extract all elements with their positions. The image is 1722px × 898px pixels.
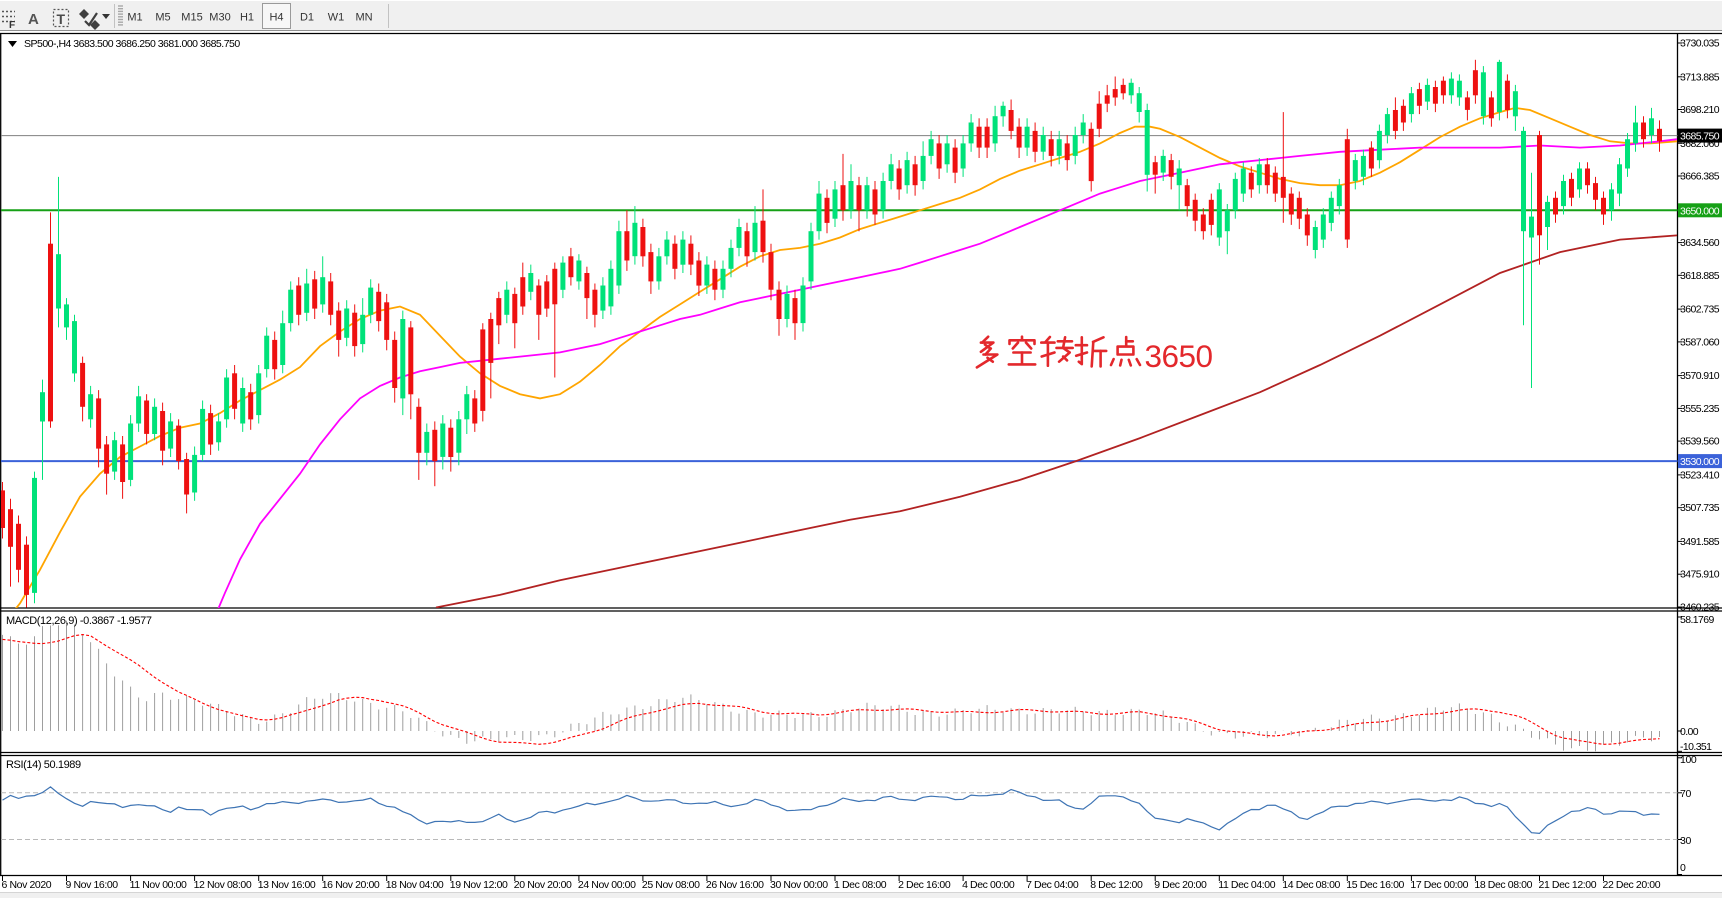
svg-text:7 Dec 04:00: 7 Dec 04:00	[1026, 879, 1079, 891]
svg-text:T: T	[57, 11, 66, 27]
svg-text:0: 0	[1680, 862, 1686, 874]
svg-text:MACD(12,26,9) -0.3867 -1.9577: MACD(12,26,9) -0.3867 -1.9577	[6, 615, 152, 627]
svg-text:RSI(14) 50.1989: RSI(14) 50.1989	[6, 759, 81, 771]
svg-text:9 Dec 20:00: 9 Dec 20:00	[1154, 879, 1207, 891]
svg-text:20 Nov 20:00: 20 Nov 20:00	[514, 879, 572, 891]
svg-text:M5: M5	[155, 12, 170, 24]
svg-text:M30: M30	[209, 12, 230, 24]
svg-text:1 Dec 08:00: 1 Dec 08:00	[834, 879, 887, 891]
svg-text:3491.585: 3491.585	[1680, 536, 1720, 548]
svg-text:A: A	[28, 11, 39, 28]
svg-text:F: F	[9, 20, 15, 31]
svg-text:3650: 3650	[1145, 338, 1213, 374]
svg-text:3634.560: 3634.560	[1680, 237, 1720, 249]
svg-text:18 Dec 08:00: 18 Dec 08:00	[1474, 879, 1532, 891]
svg-text:-10.351: -10.351	[1680, 741, 1712, 753]
svg-text:25 Nov 08:00: 25 Nov 08:00	[642, 879, 700, 891]
svg-text:13 Nov 16:00: 13 Nov 16:00	[258, 879, 316, 891]
svg-text:M15: M15	[181, 12, 202, 24]
svg-text:0.00: 0.00	[1680, 726, 1699, 738]
svg-text:11 Dec 04:00: 11 Dec 04:00	[1218, 879, 1275, 891]
svg-text:15 Dec 16:00: 15 Dec 16:00	[1346, 879, 1404, 891]
svg-text:3523.410: 3523.410	[1680, 469, 1720, 481]
svg-text:3685.750: 3685.750	[1680, 131, 1720, 143]
svg-text:3460.235: 3460.235	[1680, 602, 1720, 614]
svg-text:16 Nov 20:00: 16 Nov 20:00	[322, 879, 380, 891]
svg-text:26 Nov 16:00: 26 Nov 16:00	[706, 879, 764, 891]
svg-text:3618.885: 3618.885	[1680, 270, 1720, 282]
svg-text:9 Nov 16:00: 9 Nov 16:00	[66, 879, 119, 891]
svg-text:3602.735: 3602.735	[1680, 304, 1720, 316]
svg-text:14 Dec 08:00: 14 Dec 08:00	[1282, 879, 1340, 891]
svg-text:3698.210: 3698.210	[1680, 104, 1720, 116]
svg-text:D1: D1	[300, 12, 314, 24]
svg-text:SP500-,H4 3683.500 3686.250 3: SP500-,H4 3683.500 3686.250 3681.000 368…	[24, 38, 240, 50]
svg-text:8 Dec 12:00: 8 Dec 12:00	[1090, 879, 1143, 891]
svg-text:30 Nov 00:00: 30 Nov 00:00	[770, 879, 828, 891]
svg-text:M1: M1	[127, 12, 142, 24]
svg-text:MN: MN	[355, 12, 372, 24]
svg-text:18 Nov 04:00: 18 Nov 04:00	[386, 879, 444, 891]
svg-text:3730.035: 3730.035	[1680, 38, 1720, 50]
svg-text:22 Dec 20:00: 22 Dec 20:00	[1603, 879, 1661, 891]
svg-text:58.1769: 58.1769	[1680, 614, 1715, 626]
svg-text:21 Dec 12:00: 21 Dec 12:00	[1539, 879, 1597, 891]
svg-text:3539.560: 3539.560	[1680, 436, 1720, 448]
svg-text:12 Nov 08:00: 12 Nov 08:00	[194, 879, 252, 891]
svg-text:3507.735: 3507.735	[1680, 502, 1720, 514]
svg-text:3713.885: 3713.885	[1680, 71, 1720, 83]
svg-text:3555.235: 3555.235	[1680, 403, 1720, 415]
svg-text:W1: W1	[328, 12, 345, 24]
svg-text:3666.385: 3666.385	[1680, 171, 1720, 183]
svg-text:H1: H1	[240, 12, 254, 24]
svg-text:3530.000: 3530.000	[1680, 456, 1720, 468]
svg-text:6 Nov 2020: 6 Nov 2020	[2, 879, 52, 891]
svg-text:4 Dec 00:00: 4 Dec 00:00	[962, 879, 1015, 891]
svg-text:3570.910: 3570.910	[1680, 370, 1720, 382]
svg-text:24 Nov 00:00: 24 Nov 00:00	[578, 879, 636, 891]
svg-text:3475.910: 3475.910	[1680, 569, 1720, 581]
svg-text:11 Nov 00:00: 11 Nov 00:00	[130, 879, 187, 891]
svg-text:17 Dec 00:00: 17 Dec 00:00	[1410, 879, 1468, 891]
svg-text:3587.060: 3587.060	[1680, 336, 1720, 348]
svg-text:30: 30	[1680, 835, 1691, 847]
svg-text:H4: H4	[269, 12, 283, 24]
svg-text:100: 100	[1680, 754, 1697, 766]
svg-text:19 Nov 12:00: 19 Nov 12:00	[450, 879, 508, 891]
svg-text:2 Dec 16:00: 2 Dec 16:00	[898, 879, 951, 891]
svg-text:3650.000: 3650.000	[1680, 205, 1720, 217]
svg-text:70: 70	[1680, 788, 1691, 800]
